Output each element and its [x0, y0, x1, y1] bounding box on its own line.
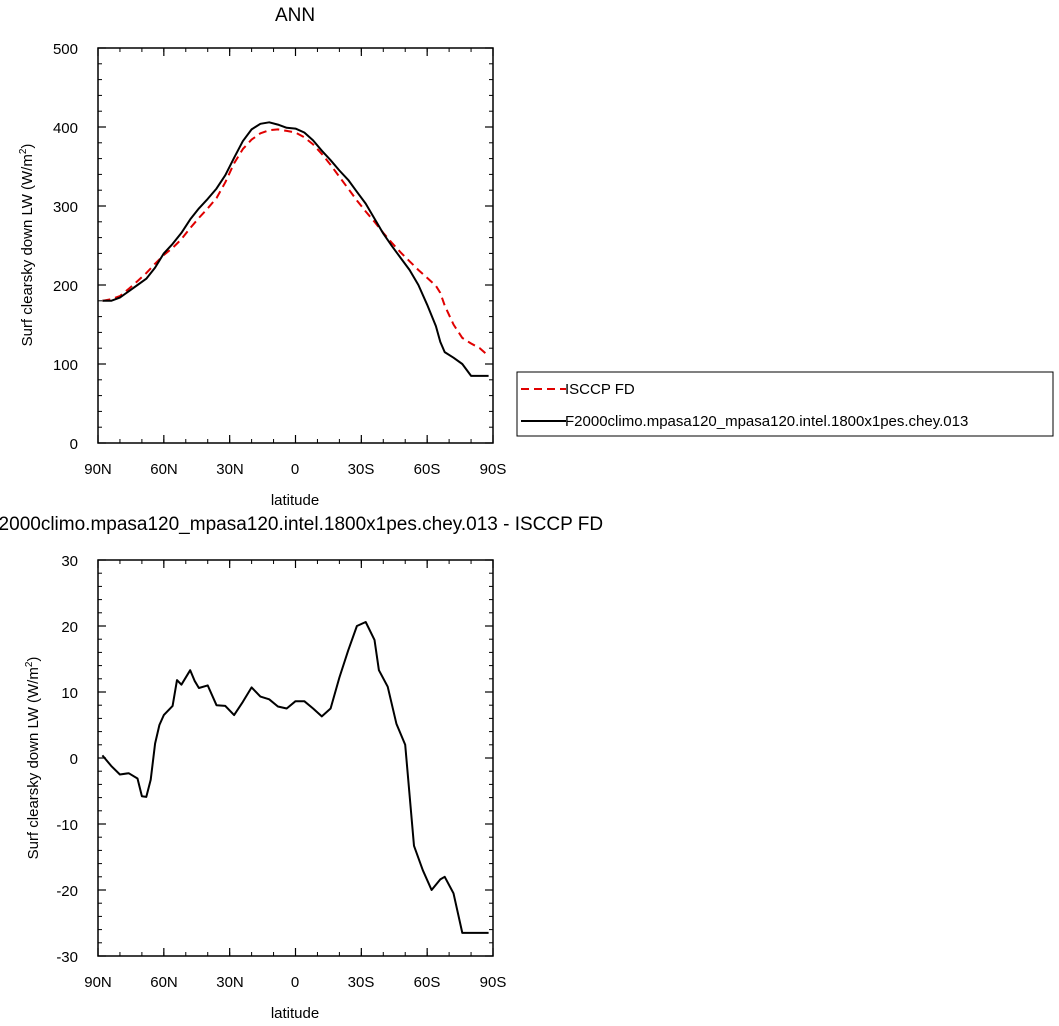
top-plot-frame: [97, 47, 494, 444]
top-ytick-label-300: 300: [53, 199, 78, 216]
bottom-xtick-label-0: 0: [291, 974, 299, 991]
bottom-axis-ticks: [97, 559, 494, 957]
bottom-x-axis-label: latitude: [271, 1005, 319, 1022]
top-xtick-label-30N: 30N: [216, 461, 244, 478]
top-x-axis-label: latitude: [271, 492, 319, 509]
bottom-ytick-label-10: 10: [61, 685, 78, 702]
top-series: [102, 121, 490, 377]
bottom-panel: F2000climo.mpasa120_mpasa120.intel.1800x…: [0, 514, 603, 1022]
bottom-ytick-label-minus20: -20: [56, 883, 78, 900]
bottom-y-axis-label: Surf clearsky down LW (W/m2): [24, 657, 42, 860]
top-axis-ticks: [97, 47, 494, 444]
bottom-xtick-label-30S: 30S: [348, 974, 375, 991]
bottom-series-line-0: [101, 621, 489, 934]
top-series-line-1: [102, 121, 489, 377]
top-xtick-label-0: 0: [291, 461, 299, 478]
top-y-axis-label: Surf clearsky down LW (W/m2): [18, 144, 36, 347]
legend-box: [516, 371, 1054, 437]
top-series-line-0: [102, 128, 490, 357]
bottom-xtick-label-60N: 60N: [150, 974, 178, 991]
bottom-xtick-label-90N: 90N: [84, 974, 112, 991]
top-ytick-label-100: 100: [53, 357, 78, 374]
top-panel: ANN 0 100 200 300 400 500 90N 60N 30N 0 …: [18, 5, 506, 509]
top-tick-labels: 0 100 200 300 400 500 90N 60N 30N 0 30S …: [53, 41, 506, 478]
legend: ISCCP FD F2000climo.mpasa120_mpasa120.in…: [516, 371, 1054, 437]
legend-label-model: F2000climo.mpasa120_mpasa120.intel.1800x…: [565, 413, 968, 430]
bottom-xtick-label-90S: 90S: [480, 974, 507, 991]
bottom-tick-labels: -30 -20 -10 0 10 20 30 90N 60N 30N 0 30S…: [56, 553, 506, 991]
bottom-ytick-label-minus30: -30: [56, 949, 78, 966]
bottom-ytick-label-20: 20: [61, 619, 78, 636]
bottom-ytick-label-0: 0: [70, 751, 78, 768]
bottom-ytick-label-minus10: -10: [56, 817, 78, 834]
top-xtick-label-30S: 30S: [348, 461, 375, 478]
top-ytick-label-200: 200: [53, 278, 78, 295]
bottom-xtick-label-60S: 60S: [414, 974, 441, 991]
top-xtick-label-90S: 90S: [480, 461, 507, 478]
top-xtick-label-90N: 90N: [84, 461, 112, 478]
legend-label-isccp: ISCCP FD: [565, 381, 635, 398]
bottom-series: [101, 621, 489, 934]
top-ytick-label-400: 400: [53, 120, 78, 137]
top-ytick-label-500: 500: [53, 41, 78, 58]
top-xtick-label-60S: 60S: [414, 461, 441, 478]
top-chart-title: ANN: [275, 5, 315, 26]
bottom-chart-title: F2000climo.mpasa120_mpasa120.intel.1800x…: [0, 514, 603, 535]
bottom-plot-frame: [97, 559, 494, 957]
top-xtick-label-60N: 60N: [150, 461, 178, 478]
top-ytick-label-0: 0: [70, 436, 78, 453]
bottom-ytick-label-30: 30: [61, 553, 78, 570]
bottom-xtick-label-30N: 30N: [216, 974, 244, 991]
